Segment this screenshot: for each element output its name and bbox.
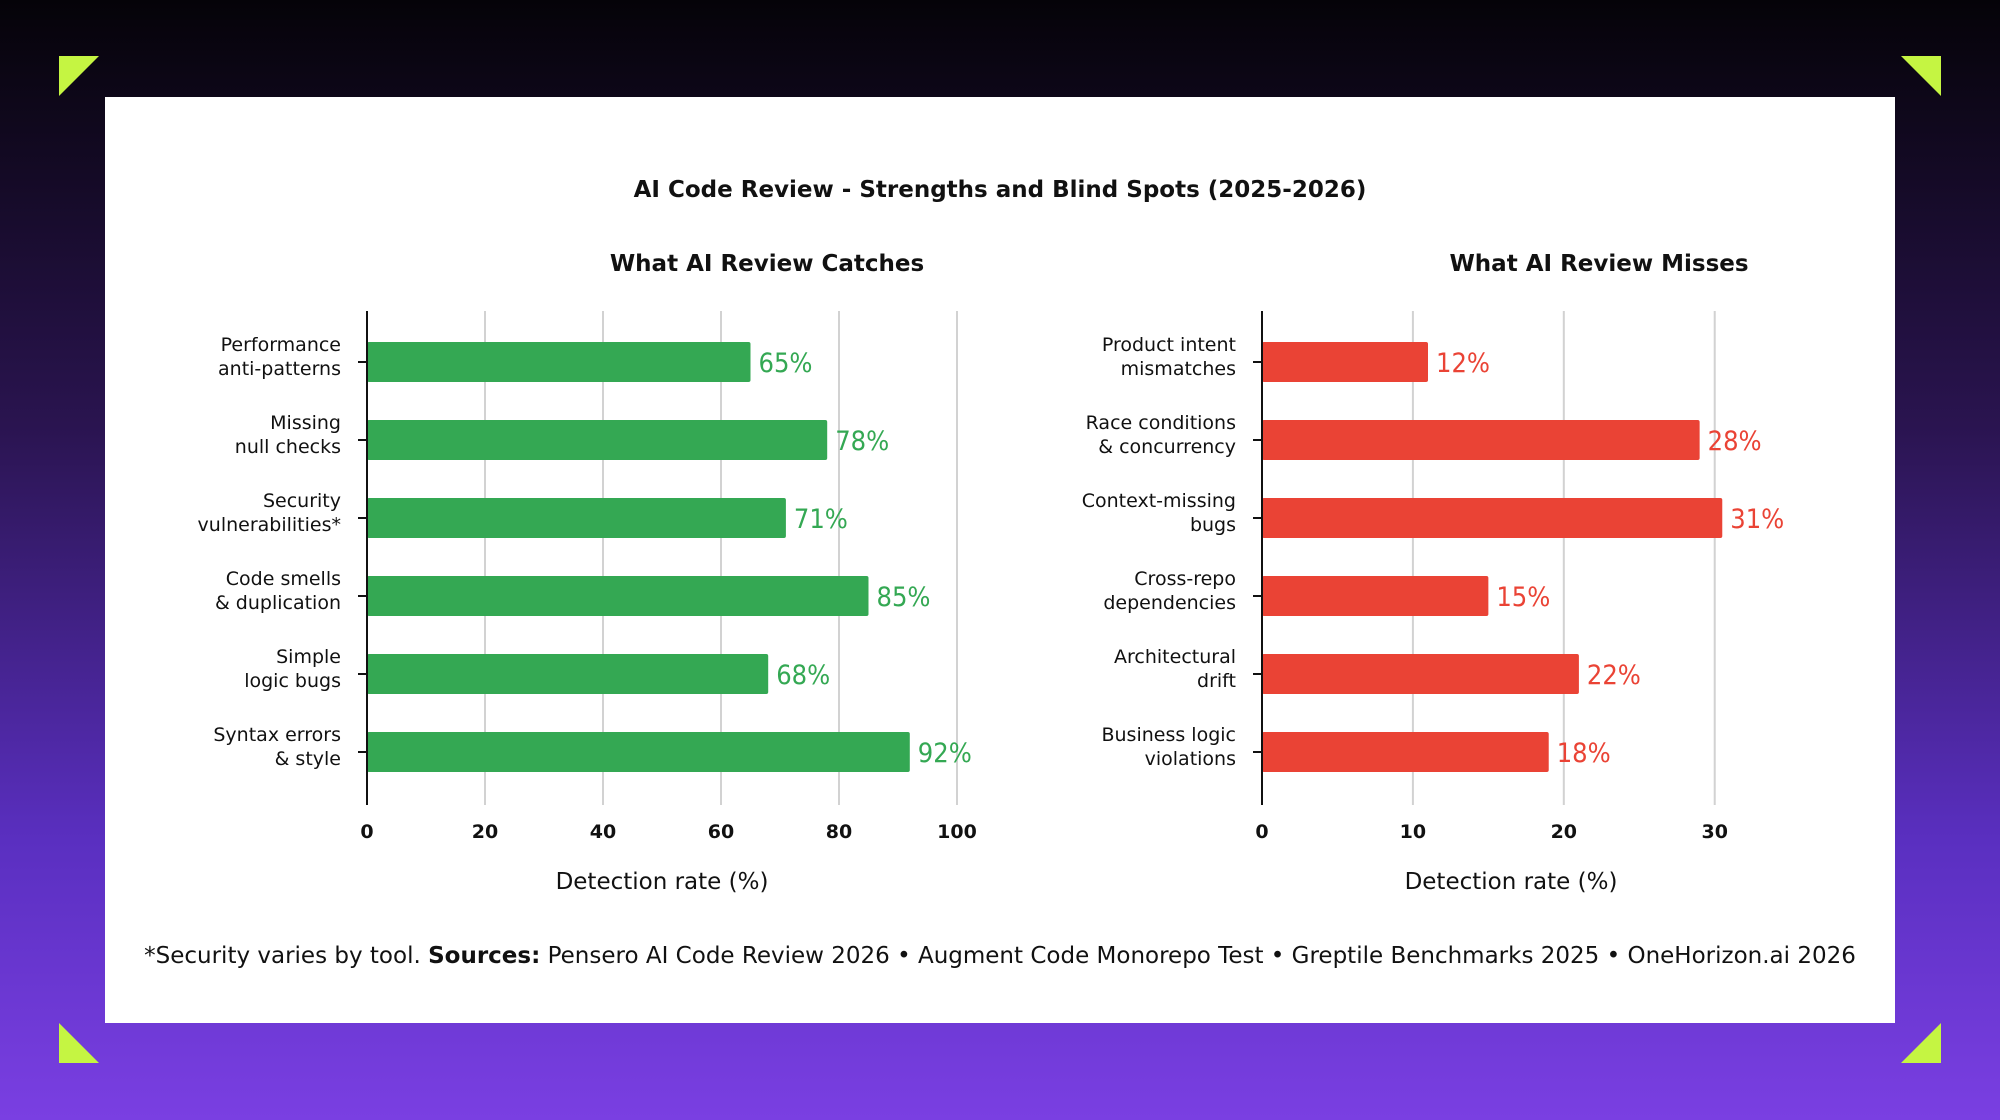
catches-bar [367, 420, 828, 460]
catches-bar-chart: Performance anti-patterns 65% Missing null c… [198, 311, 977, 895]
misses-x-tick-label: 30 [1702, 821, 1728, 843]
catches-x-tick-label: 100 [937, 821, 977, 843]
misses-category-label: Context-missing bugs [1082, 490, 1236, 536]
right-panel-title: What AI Review Misses [1449, 251, 1749, 277]
misses-x-axis-title: Detection rate (%) [1405, 869, 1618, 895]
catches-value-label: 92% [918, 738, 972, 769]
misses-x-tick-label: 10 [1400, 821, 1426, 843]
misses-bar [1262, 576, 1489, 616]
misses-bar-chart: Product intent mismatches 12% Race conditio… [1082, 311, 1784, 895]
catches-category-label: Syntax errors & style [213, 724, 341, 770]
catches-value-label: 85% [877, 582, 931, 613]
catches-x-tick-label: 60 [708, 821, 734, 843]
catches-bar [367, 654, 769, 694]
misses-bar [1262, 342, 1428, 382]
catches-x-tick-label: 40 [590, 821, 616, 843]
catches-category-label: Simple logic bugs [244, 646, 341, 692]
catches-value-label: 65% [759, 348, 813, 379]
catches-category-label: Code smells & duplication [215, 568, 341, 614]
footnote-note: *Security varies by tool. [144, 943, 421, 969]
catches-category-label: Missing null checks [235, 412, 341, 458]
misses-category-label: Architectural drift [1114, 646, 1236, 692]
misses-value-label: 22% [1587, 660, 1641, 691]
misses-bar [1262, 654, 1579, 694]
misses-bar [1262, 420, 1700, 460]
footnote-sources-label: Sources: [428, 943, 541, 969]
misses-category-label: Product intent mismatches [1102, 334, 1236, 380]
misses-bar [1262, 732, 1549, 772]
misses-category-label: Business logic violations [1101, 724, 1236, 770]
misses-x-tick-label: 20 [1551, 821, 1577, 843]
catches-x-tick-label: 0 [360, 821, 373, 843]
catches-x-tick-label: 20 [472, 821, 498, 843]
footnote: *Security varies by tool. Sources: Pense… [105, 943, 1895, 969]
misses-value-label: 31% [1730, 504, 1784, 535]
corner-accent-bottom-left [59, 1023, 99, 1063]
corner-accent-top-right [1901, 56, 1941, 96]
catches-category-label: Security vulnerabilities* [198, 490, 341, 536]
catches-category-label: Performance anti-patterns [218, 334, 341, 380]
corner-accent-bottom-right [1901, 1023, 1941, 1063]
left-panel-title: What AI Review Catches [609, 251, 925, 277]
misses-value-label: 18% [1557, 738, 1611, 769]
catches-value-label: 71% [794, 504, 848, 535]
catches-value-label: 68% [776, 660, 830, 691]
catches-bar [367, 342, 751, 382]
catches-x-axis-title: Detection rate (%) [556, 869, 769, 895]
catches-bar [367, 498, 786, 538]
misses-value-label: 15% [1496, 582, 1550, 613]
catches-x-tick-label: 80 [826, 821, 852, 843]
catches-value-label: 78% [835, 426, 889, 457]
chart-card: AI Code Review - Strengths and Blind Spo… [105, 97, 1895, 1023]
misses-category-label: Race conditions & concurrency [1086, 412, 1236, 458]
footnote-sources: Pensero AI Code Review 2026 • Augment Co… [547, 943, 1856, 969]
main-title: AI Code Review - Strengths and Blind Spo… [633, 177, 1367, 203]
corner-accent-top-left [59, 56, 99, 96]
catches-bar [367, 732, 910, 772]
misses-category-label: Cross-repo dependencies [1103, 568, 1236, 614]
catches-bar [367, 576, 869, 616]
misses-value-label: 12% [1436, 348, 1490, 379]
misses-bar [1262, 498, 1723, 538]
misses-value-label: 28% [1708, 426, 1762, 457]
misses-x-tick-label: 0 [1255, 821, 1268, 843]
